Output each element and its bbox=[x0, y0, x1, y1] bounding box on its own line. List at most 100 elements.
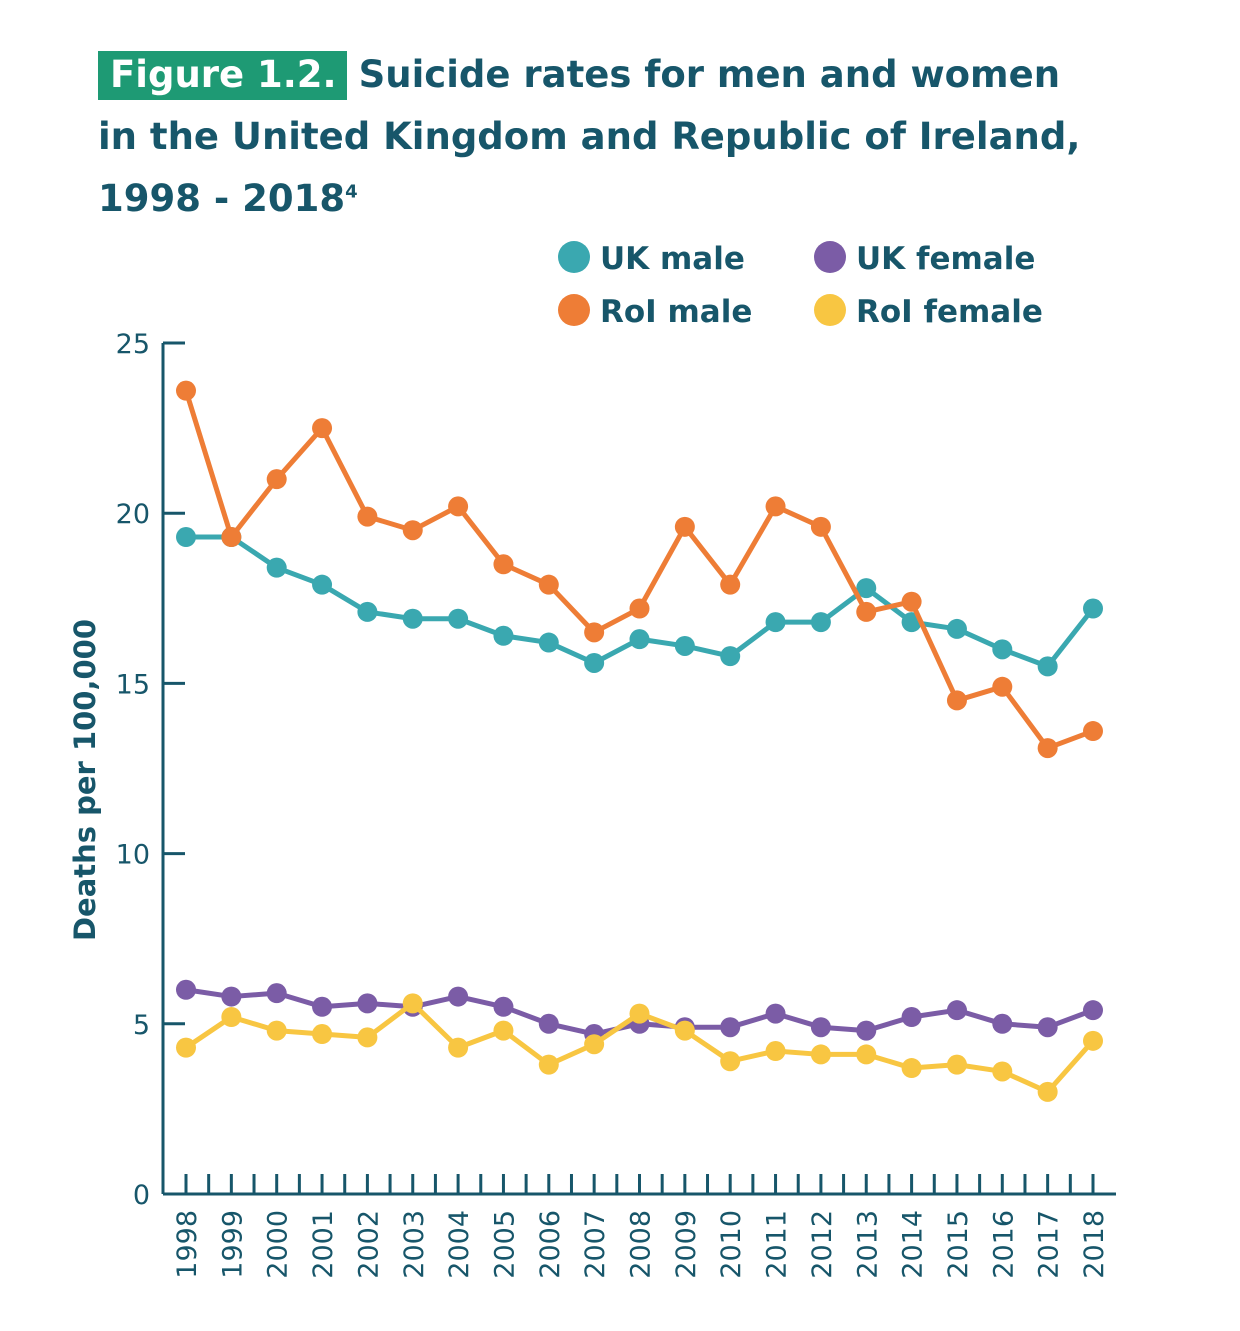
data-point-roi-male-2002 bbox=[357, 506, 378, 527]
data-point-roi-male-2018 bbox=[1083, 721, 1103, 742]
legend-label-roi-female: RoI female bbox=[856, 294, 1043, 330]
x-tick-label-2002: 2002 bbox=[353, 1210, 384, 1279]
data-point-uk-male-2012 bbox=[810, 612, 831, 633]
data-point-uk-male-2016 bbox=[992, 639, 1013, 660]
data-point-roi-male-2007 bbox=[584, 622, 605, 643]
legend-marker-roi-male bbox=[558, 294, 590, 326]
series-roi-male bbox=[176, 380, 1103, 759]
x-tick-label-2008: 2008 bbox=[626, 1210, 657, 1279]
data-point-roi-female-2017 bbox=[1037, 1081, 1058, 1102]
data-point-uk-female-2011 bbox=[765, 1003, 786, 1024]
title-line-1: Figure 1.2. Suicide rates for men and wom… bbox=[98, 44, 1158, 106]
data-point-uk-female-2000 bbox=[266, 983, 287, 1004]
title-text-1: Suicide rates for men and women bbox=[358, 53, 1061, 96]
data-point-uk-female-2001 bbox=[312, 996, 333, 1017]
data-point-uk-female-2015 bbox=[946, 1000, 967, 1021]
data-point-uk-male-2001 bbox=[312, 574, 333, 595]
data-point-uk-male-2000 bbox=[266, 557, 287, 578]
x-tick-label-2013: 2013 bbox=[852, 1210, 883, 1279]
legend-item-uk-female: UK female bbox=[814, 241, 1035, 277]
data-point-roi-female-2018 bbox=[1083, 1030, 1103, 1051]
legend-item-uk-male: UK male bbox=[558, 241, 745, 277]
data-point-uk-female-2002 bbox=[357, 993, 378, 1014]
series-roi-female bbox=[176, 993, 1103, 1102]
data-point-uk-male-2009 bbox=[674, 635, 695, 656]
data-point-roi-male-2010 bbox=[720, 574, 741, 595]
legend-marker-uk-female bbox=[814, 241, 846, 273]
data-point-uk-male-2010 bbox=[720, 646, 741, 667]
data-point-uk-male-2011 bbox=[765, 612, 786, 633]
series-uk-male bbox=[176, 527, 1103, 677]
data-point-roi-male-2014 bbox=[901, 591, 922, 612]
data-point-roi-female-2003 bbox=[402, 993, 423, 1014]
data-point-roi-female-2013 bbox=[856, 1044, 877, 1065]
x-tick-label-2003: 2003 bbox=[399, 1210, 430, 1279]
data-point-roi-male-2017 bbox=[1037, 738, 1058, 759]
x-tick-label-2004: 2004 bbox=[444, 1210, 475, 1279]
data-point-roi-female-2012 bbox=[810, 1044, 831, 1065]
data-point-roi-male-1999 bbox=[221, 527, 242, 548]
data-point-uk-male-2007 bbox=[584, 652, 605, 673]
y-tick-label-20: 20 bbox=[116, 499, 150, 530]
data-point-uk-male-2008 bbox=[629, 629, 650, 650]
legend-marker-roi-female bbox=[814, 294, 846, 326]
data-point-roi-female-2005 bbox=[493, 1020, 514, 1041]
data-point-roi-female-2016 bbox=[992, 1061, 1013, 1082]
y-tick-label-10: 10 bbox=[116, 840, 150, 871]
chart-axes: 0 5 10 15 20 25 1998 1999 2000 2001 2002 2003 2004 20… bbox=[116, 329, 1116, 1279]
data-point-roi-female-2008 bbox=[629, 1003, 650, 1024]
title-text-3: 1998 - 2018 bbox=[98, 177, 346, 220]
data-point-uk-male-1998 bbox=[176, 527, 196, 548]
x-tick-label-2007: 2007 bbox=[580, 1210, 611, 1279]
data-point-roi-female-1999 bbox=[221, 1006, 242, 1027]
data-point-uk-female-1998 bbox=[176, 979, 196, 1000]
legend-item-roi-female: RoI female bbox=[814, 294, 1043, 330]
data-point-roi-male-2008 bbox=[629, 598, 650, 619]
data-point-uk-male-2005 bbox=[493, 625, 514, 646]
x-tick-label-2000: 2000 bbox=[263, 1210, 294, 1279]
x-tick-label-2005: 2005 bbox=[489, 1210, 520, 1279]
x-tick-label-1999: 1999 bbox=[217, 1210, 248, 1279]
title-line-3: 1998 - 20184 bbox=[98, 168, 1158, 230]
data-point-uk-female-2017 bbox=[1037, 1017, 1058, 1038]
data-point-uk-male-2004 bbox=[448, 608, 469, 629]
x-tick-label-2015: 2015 bbox=[943, 1210, 974, 1279]
data-point-roi-female-2002 bbox=[357, 1027, 378, 1048]
data-point-uk-female-2018 bbox=[1083, 1000, 1103, 1021]
x-tick-label-2017: 2017 bbox=[1034, 1210, 1065, 1279]
data-point-uk-female-2004 bbox=[448, 986, 469, 1007]
data-point-uk-male-2003 bbox=[402, 608, 423, 629]
legend-label-uk-male: UK male bbox=[600, 241, 745, 277]
data-point-roi-female-2001 bbox=[312, 1024, 333, 1045]
data-point-uk-female-2006 bbox=[538, 1013, 559, 1034]
data-point-roi-male-2004 bbox=[448, 496, 469, 517]
x-tick-label-2012: 2012 bbox=[807, 1210, 838, 1279]
title-line-2: in the United Kingdom and Republic of Ir… bbox=[98, 115, 1081, 158]
data-point-uk-female-2016 bbox=[992, 1013, 1013, 1034]
x-tick-label-1998: 1998 bbox=[172, 1210, 203, 1279]
data-point-uk-male-2002 bbox=[357, 601, 378, 622]
data-point-roi-female-1998 bbox=[176, 1037, 196, 1058]
data-point-roi-male-2013 bbox=[856, 601, 877, 622]
y-tick-label-5: 5 bbox=[133, 1010, 150, 1041]
data-point-uk-female-2013 bbox=[856, 1020, 877, 1041]
data-point-uk-male-2015 bbox=[946, 618, 967, 639]
data-point-roi-female-2007 bbox=[584, 1034, 605, 1055]
data-point-uk-male-2017 bbox=[1037, 656, 1058, 677]
x-tick-label-2016: 2016 bbox=[988, 1210, 1019, 1279]
x-tick-label-2010: 2010 bbox=[716, 1210, 747, 1279]
x-tick-label-2018: 2018 bbox=[1079, 1210, 1110, 1279]
data-point-roi-male-2012 bbox=[810, 516, 831, 537]
x-tick-label-2011: 2011 bbox=[762, 1210, 793, 1279]
x-tick-label-2014: 2014 bbox=[898, 1210, 929, 1279]
legend-label-uk-female: UK female bbox=[856, 241, 1035, 277]
data-point-roi-male-2005 bbox=[493, 554, 514, 575]
data-point-roi-female-2000 bbox=[266, 1020, 287, 1041]
data-point-roi-male-2001 bbox=[312, 418, 333, 439]
data-point-roi-male-2003 bbox=[402, 520, 423, 541]
legend-label-roi-male: RoI male bbox=[600, 294, 752, 330]
data-point-uk-female-2005 bbox=[493, 996, 514, 1017]
y-axis-label: Deaths per 100,000 bbox=[68, 619, 102, 941]
data-point-roi-male-2016 bbox=[992, 676, 1013, 697]
